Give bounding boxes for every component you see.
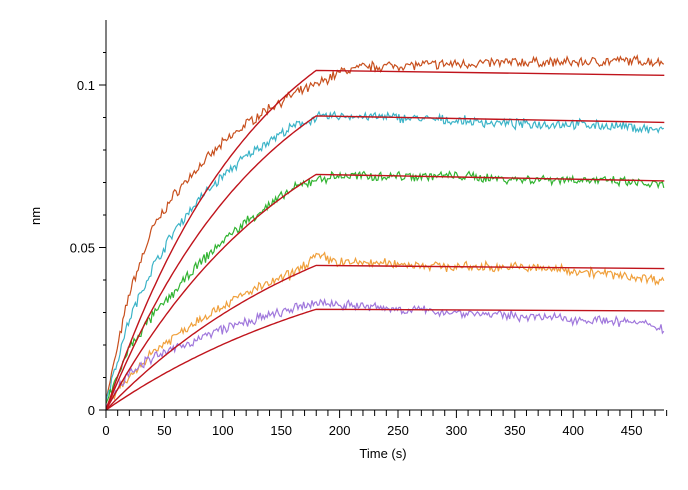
x-tick-label: 100 (212, 423, 234, 438)
y-tick-label: 0 (88, 403, 95, 418)
data-trace-series-5 (105, 297, 665, 408)
y-axis-title: nm (28, 207, 43, 225)
data-trace-series-2 (105, 110, 665, 401)
y-tick-label: 0.05 (70, 241, 95, 256)
x-tick-label: 350 (504, 423, 526, 438)
x-tick-label: 450 (621, 423, 643, 438)
x-tick-label: 200 (329, 423, 351, 438)
axes: 0 0.05 0.1 0 50 100 150 200 250 300 350 400 450 (70, 20, 668, 438)
data-trace-series-4 (105, 251, 665, 408)
x-axis-title: Time (s) (359, 446, 406, 461)
x-tick-label: 50 (157, 423, 171, 438)
fit-curves (105, 69, 665, 411)
x-tick-label: 300 (446, 423, 468, 438)
x-tick-label: 0 (102, 423, 109, 438)
fit-curve-series-3 (105, 173, 665, 411)
data-trace-series-1 (105, 54, 665, 401)
x-tick-label: 150 (270, 423, 292, 438)
y-tick-label: 0.1 (77, 78, 95, 93)
fit-curve-series-2 (105, 115, 665, 411)
x-tick-label: 250 (387, 423, 409, 438)
x-tick-label: 400 (562, 423, 584, 438)
fit-curve-series-1 (105, 69, 665, 411)
data-traces (105, 54, 665, 408)
data-trace-series-3 (105, 170, 665, 404)
x-ticks: 0 50 100 150 200 250 300 350 400 450 (102, 410, 668, 438)
fit-curve-series-4 (105, 264, 665, 411)
fit-curve-series-5 (105, 308, 665, 411)
y-major-ticks: 0 0.05 0.1 (70, 78, 106, 418)
